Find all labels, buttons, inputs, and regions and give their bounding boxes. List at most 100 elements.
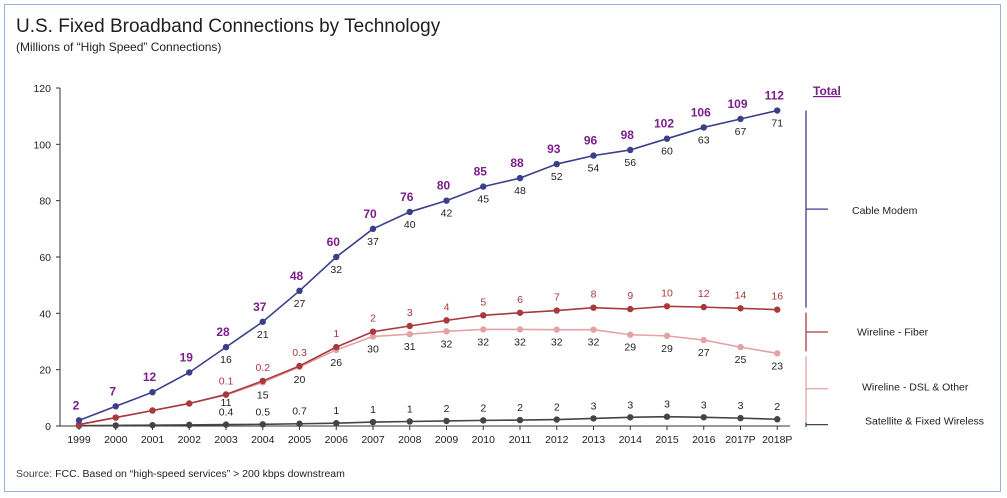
point-cable-2000 [112,403,119,410]
data-label-satellite-2005: 0.7 [292,406,307,418]
total-label-2000: 7 [109,384,116,398]
total-label-2007: 70 [363,207,377,221]
data-label-cable-2006: 32 [330,264,342,276]
source-text: FCC. Based on “high-speed services” > 20… [55,468,345,480]
point-satellite-2010 [480,417,487,424]
data-label-satellite-2016: 3 [701,399,707,411]
total-label-2005: 48 [290,269,304,283]
point-dsl-2009 [443,328,450,335]
data-label-dsl-2018P: 23 [771,360,783,372]
point-fiber-2004 [259,377,266,385]
data-label-dsl-2011: 32 [514,336,526,348]
point-satellite-2005 [296,420,303,427]
point-fiber-2016 [700,303,707,311]
total-label-2001: 12 [143,370,157,384]
y-tick-label-40: 40 [39,308,51,320]
point-dsl-2007 [369,333,377,340]
data-label-fiber-2013: 8 [591,289,597,301]
chart-frame [4,4,1001,492]
data-label-fiber-2010: 5 [480,296,486,308]
data-label-satellite-2008: 1 [407,403,413,415]
x-tick-label-2002: 2002 [178,434,202,446]
legend-label-satellite: Satellite & Fixed Wireless [865,416,984,428]
data-label-dsl-2006: 26 [330,357,342,369]
data-label-dsl-2009: 32 [441,338,453,350]
point-fiber-2001 [149,407,156,414]
total-label-2016: 106 [691,105,711,119]
point-dsl-2012 [553,326,560,333]
data-label-dsl-2014: 29 [624,342,636,354]
total-label-2012: 93 [547,142,561,156]
point-satellite-2007 [369,418,377,426]
data-label-fiber-2009: 4 [444,301,450,313]
data-label-fiber-2015: 10 [661,287,673,299]
source-prefix: Source: [16,468,53,480]
x-tick-label-2017P: 2017P [725,434,755,446]
point-cable-2004 [259,318,266,325]
y-tick-label-20: 20 [39,365,51,377]
point-satellite-2018P [774,416,781,423]
point-satellite-2002 [186,421,193,429]
y-tick-label-80: 80 [39,196,51,208]
point-dsl-2011 [516,326,524,333]
data-label-cable-2009: 42 [441,208,453,220]
total-label-2006: 60 [327,235,341,249]
x-tick-label-2015: 2015 [655,434,679,446]
total-label-2003: 28 [216,325,230,339]
x-tick-label-2012: 2012 [545,434,569,446]
data-label-cable-2010: 45 [477,194,489,206]
data-label-cable-2003: 16 [220,354,232,366]
data-label-satellite-2017P: 3 [738,400,744,412]
y-tick-label-120: 120 [33,83,51,95]
legend-label-fiber: Wireline - Fiber [857,326,929,338]
point-fiber-2011 [516,309,524,316]
point-satellite-2004 [259,421,266,428]
legend-label-cable: Cable Modem [852,205,918,217]
data-label-cable-2007: 37 [367,236,379,248]
point-satellite-2017P [737,414,744,422]
data-label-satellite-2010: 2 [480,402,486,414]
y-tick-label-100: 100 [33,139,51,151]
point-fiber-2006 [333,343,340,351]
point-cable-1999 [75,417,83,424]
point-satellite-2016 [700,414,707,421]
data-label-cable-2005: 27 [294,298,306,310]
point-satellite-2015 [663,413,671,420]
total-label-2018P: 112 [765,89,785,103]
point-satellite-2011 [516,416,524,424]
point-dsl-2015 [663,332,671,340]
point-dsl-2018P [774,350,781,357]
total-label-1999: 2 [73,398,80,412]
data-label-cable-2018P: 71 [771,118,783,130]
point-fiber-2008 [406,322,413,330]
data-label-fiber-2008: 3 [407,307,413,319]
total-label-2004: 37 [253,300,267,314]
point-cable-2017P [737,115,744,123]
data-label-dsl-2012: 32 [551,337,563,349]
data-label-fiber-2016: 12 [698,288,710,300]
data-label-cable-2017P: 67 [735,126,747,138]
data-label-cable-2013: 54 [588,163,600,175]
data-label-dsl-2016: 27 [698,347,710,359]
total-label-2011: 88 [510,156,524,170]
point-cable-2016 [700,124,707,131]
point-cable-2001 [149,389,156,396]
point-satellite-2001 [149,421,156,429]
point-cable-2018P [774,107,781,114]
point-satellite-2000 [112,422,119,429]
data-label-satellite-2004: 0.5 [255,406,270,418]
data-label-satellite-2018P: 2 [774,401,780,413]
point-dsl-2010 [480,326,487,333]
data-label-fiber-2014: 9 [627,290,633,302]
point-satellite-2012 [553,416,560,423]
x-tick-label-2014: 2014 [619,434,643,446]
data-label-dsl-2004: 15 [257,389,269,401]
data-label-fiber-2007: 2 [370,313,376,325]
x-tick-label-2011: 2011 [509,434,532,446]
chart-source: Source: FCC. Based on “high-speed servic… [16,468,345,480]
legend-label-dsl: Wireline - DSL & Other [862,381,969,393]
point-cable-2011 [516,174,524,182]
data-label-satellite-2009: 2 [444,403,450,415]
total-label-2010: 85 [474,165,488,179]
x-tick-label-2010: 2010 [472,434,496,446]
